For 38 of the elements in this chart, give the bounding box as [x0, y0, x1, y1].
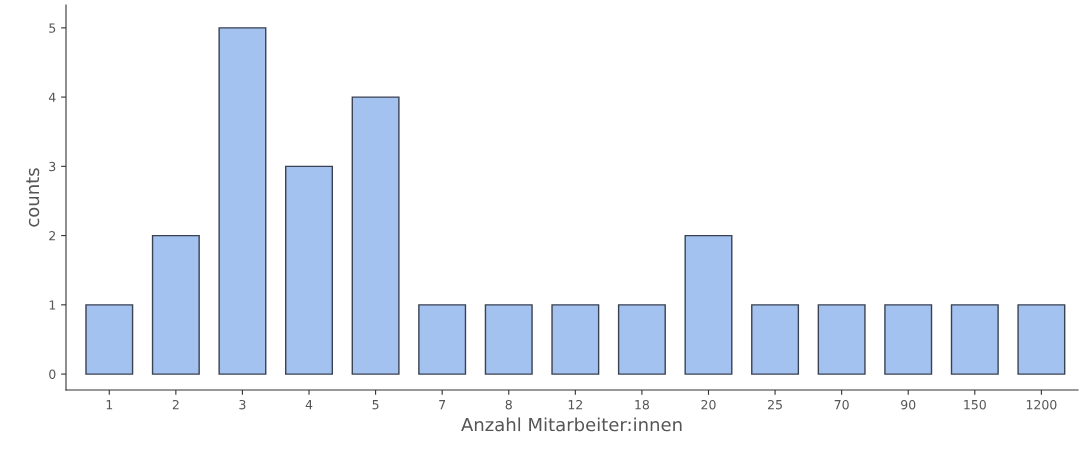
y-tick-label: 0	[49, 369, 56, 379]
x-axis-title: Anzahl Mitarbeiter:innen	[461, 417, 682, 432]
bar	[418, 304, 467, 375]
bar	[1017, 304, 1066, 375]
x-tick-label: 12	[568, 399, 583, 410]
bar	[218, 27, 267, 375]
bar	[151, 234, 200, 375]
y-tick-label: 5	[49, 23, 56, 33]
bar	[551, 304, 600, 375]
bar	[817, 304, 866, 375]
x-tick-label: 20	[701, 399, 716, 410]
bar	[751, 304, 800, 375]
x-tick-label: 70	[834, 399, 849, 410]
y-tick-label: 2	[49, 231, 56, 241]
bar	[617, 304, 666, 375]
bar	[484, 304, 533, 375]
bar	[351, 96, 400, 375]
y-tick-label: 4	[48, 92, 56, 102]
x-tick-label: 8	[505, 399, 512, 410]
x-tick-label: 2	[172, 399, 179, 410]
x-tick-label: 150	[964, 399, 986, 410]
y-tick-label: 3	[49, 161, 56, 172]
bar	[285, 165, 334, 375]
bar	[684, 234, 733, 375]
x-tick-label: 4	[305, 400, 313, 410]
x-tick-label: 7	[439, 400, 446, 410]
bar	[950, 304, 999, 375]
x-tick-label: 1	[106, 400, 113, 410]
bar	[85, 304, 134, 375]
y-axis-title: counts	[26, 168, 40, 227]
x-tick-label: 3	[239, 399, 246, 410]
y-tick-label: 1	[49, 300, 56, 310]
x-tick-label: 90	[901, 399, 916, 410]
x-tick-label: 18	[635, 399, 650, 410]
bar	[884, 304, 933, 375]
x-tick-label: 25	[768, 399, 782, 410]
x-tick-label: 5	[372, 400, 379, 410]
x-tick-label: 1200	[1026, 399, 1057, 410]
